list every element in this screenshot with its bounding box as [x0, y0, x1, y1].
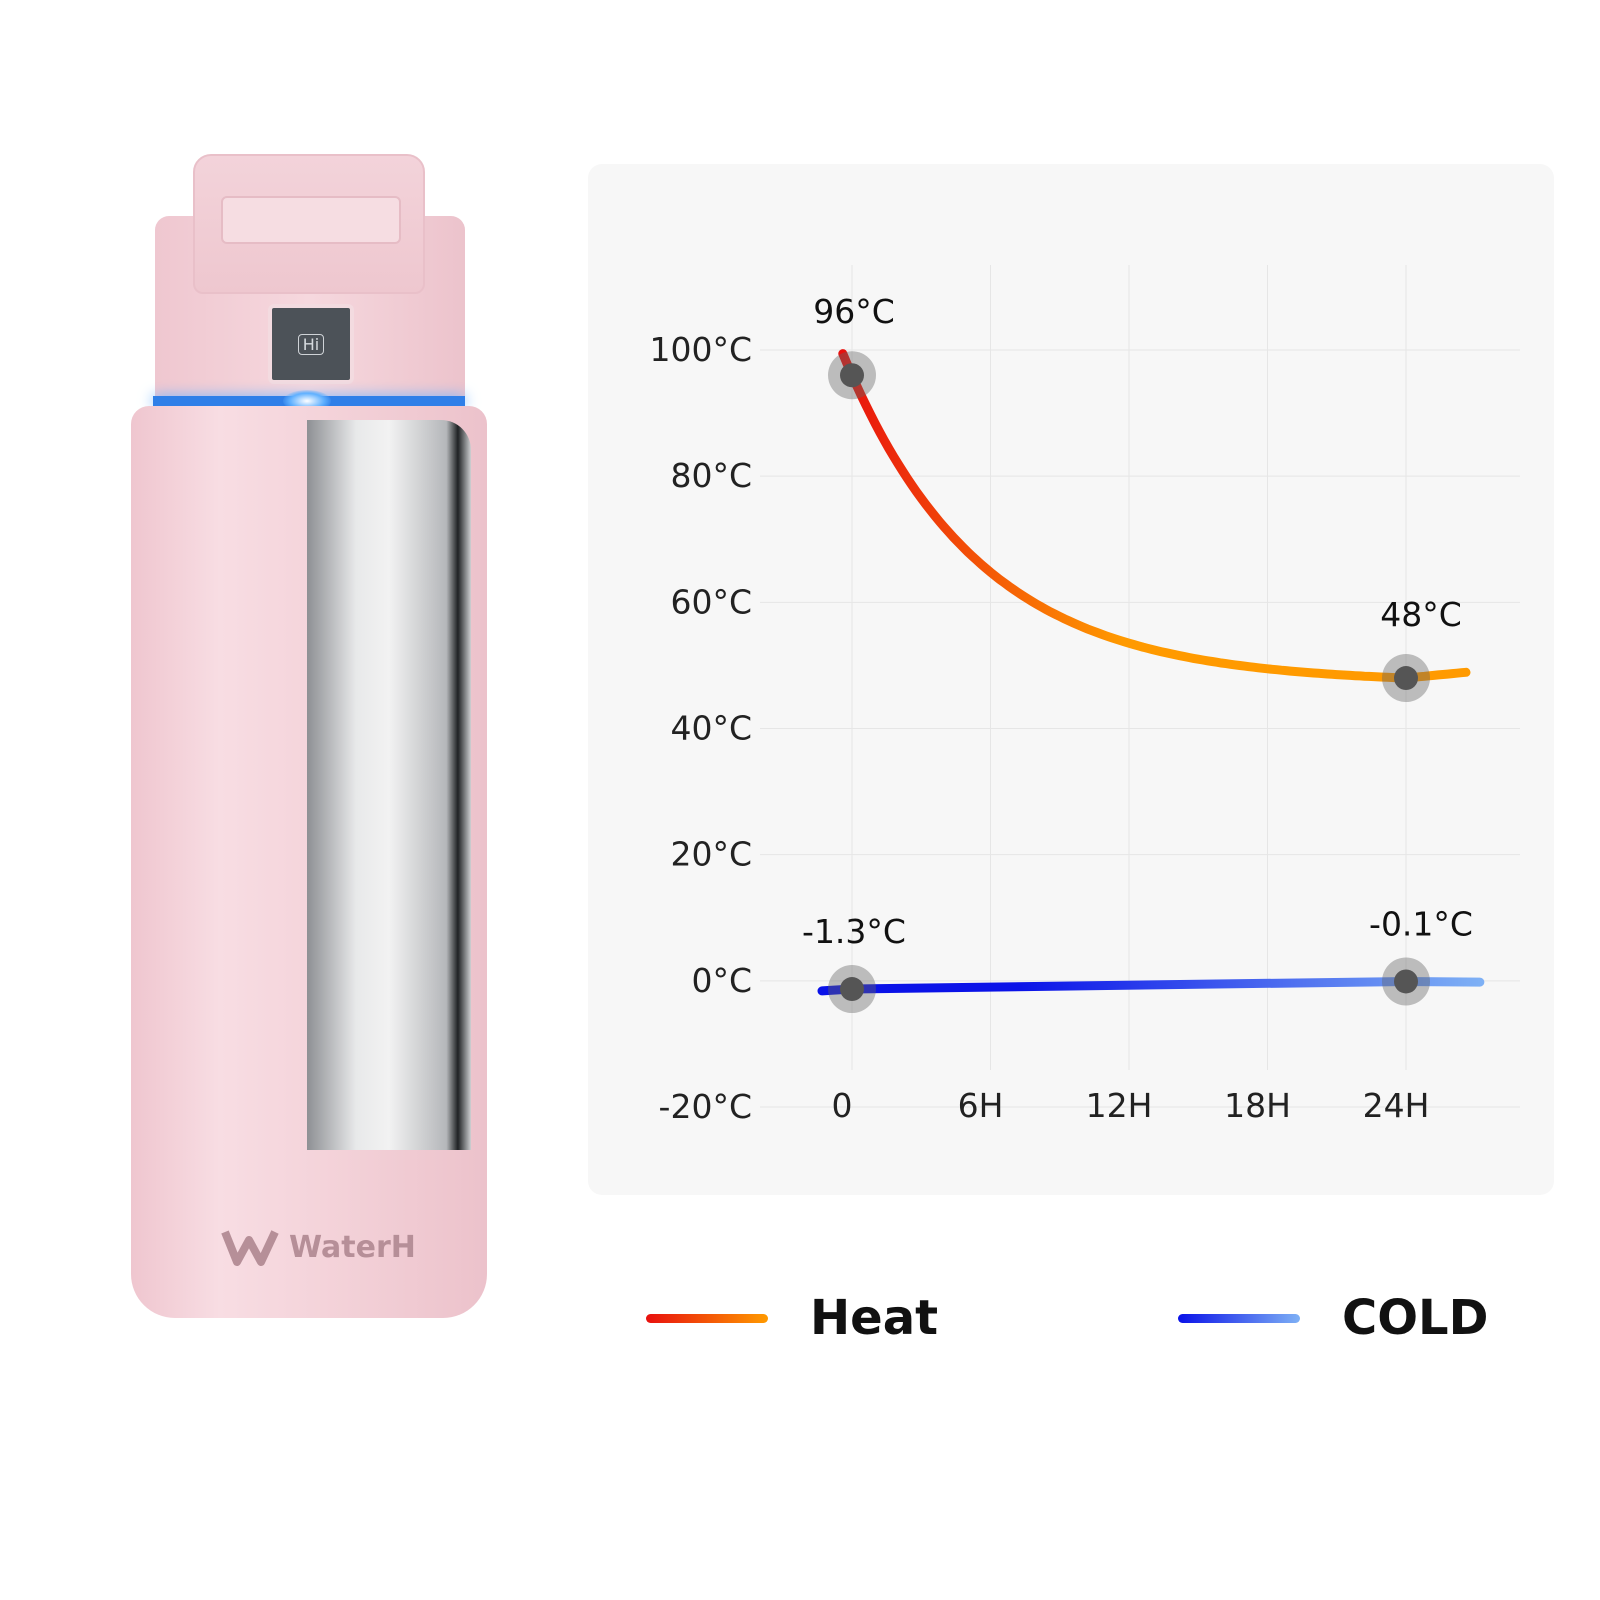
y-tick-label: 40°C [670, 709, 752, 748]
legend-label-cold: COLD [1342, 1290, 1489, 1346]
data-label: -1.3°C [802, 912, 906, 951]
bottle-display: Hi [268, 304, 354, 384]
brand-logo: WaterH [221, 1226, 416, 1268]
brand-logo-icon [221, 1230, 279, 1266]
legend-item-heat: Heat [646, 1290, 938, 1346]
y-tick-label: 80°C [670, 456, 752, 495]
series-line-heat [838, 349, 1471, 683]
series-line-cold [817, 976, 1485, 996]
legend-swatch-heat [646, 1313, 768, 1323]
x-tick-label: 0 [832, 1086, 853, 1125]
legend-item-cold: COLD [1178, 1290, 1488, 1346]
x-tick-label: 12H [1086, 1086, 1153, 1125]
data-label: -0.1°C [1369, 904, 1473, 943]
x-tick-label: 18H [1224, 1086, 1291, 1125]
bottle-image: Hi WaterH [131, 154, 487, 1318]
legend-swatch-cold [1178, 1313, 1300, 1323]
data-label: 48°C [1380, 595, 1462, 634]
data-point [840, 977, 864, 1002]
y-tick-label: 60°C [670, 582, 752, 621]
y-tick-label: -20°C [659, 1087, 752, 1126]
bottle-body: WaterH [131, 406, 487, 1318]
y-tick-label: 20°C [670, 835, 752, 874]
y-tick-label: 0°C [691, 961, 752, 1000]
y-tick-label: 100°C [649, 330, 752, 369]
data-label: 96°C [813, 292, 895, 331]
data-point [1394, 969, 1418, 994]
steel-inner-wall [307, 420, 471, 1150]
data-point [840, 363, 864, 388]
data-point [1394, 666, 1418, 691]
x-tick-label: 24H [1363, 1086, 1430, 1125]
bottle-lid [193, 154, 425, 294]
legend-label-heat: Heat [810, 1290, 939, 1346]
brand-name: WaterH [289, 1229, 416, 1265]
display-text: Hi [297, 333, 325, 355]
x-tick-label: 6H [958, 1086, 1004, 1125]
